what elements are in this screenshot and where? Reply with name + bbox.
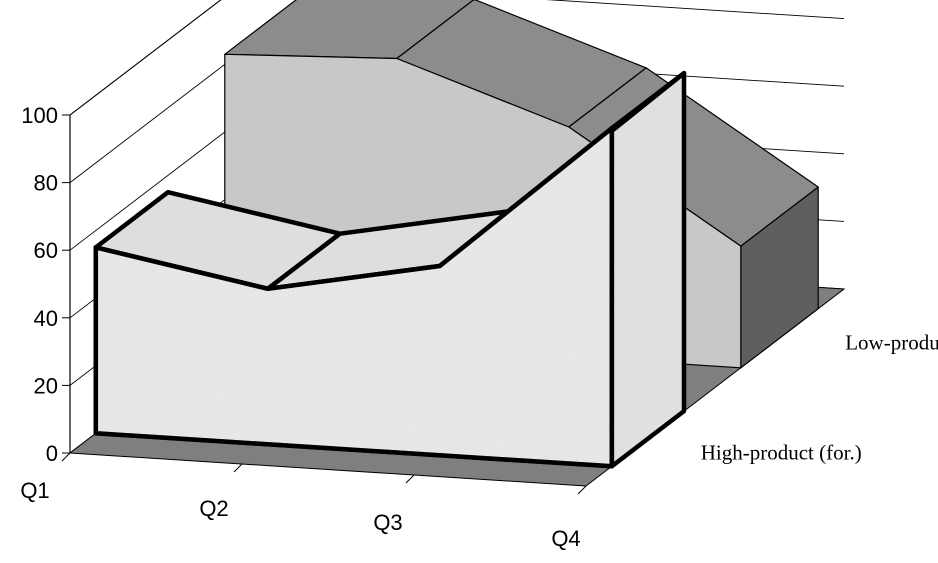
x-tick-mark	[577, 485, 587, 495]
high-product-end-cap	[609, 70, 687, 469]
x-tick-mark	[233, 463, 243, 473]
x-tick-label: Q1	[20, 478, 49, 503]
x-tick-label: Q2	[199, 496, 228, 521]
series-high-product	[93, 70, 687, 469]
series-axis-label: Low-product. (for)	[845, 330, 938, 354]
y-tick-label: 20	[34, 373, 58, 398]
y-tick-label: 0	[46, 441, 58, 466]
x-axis-ticks: Q1 Q2 Q3 Q4	[20, 452, 587, 551]
high-product-texture	[95, 128, 612, 467]
x-tick-mark	[405, 474, 415, 484]
gridline	[69, 0, 845, 183]
x-tick-label: Q3	[373, 510, 402, 535]
series-axis-label: High-product (for.)	[701, 441, 862, 465]
y-axis-ticks: 0 20 40 60 80 100	[21, 103, 70, 466]
y-tick-label: 60	[34, 238, 58, 263]
x-tick-mark	[61, 452, 71, 462]
high-product-outline	[93, 126, 615, 469]
y-tick-label: 100	[21, 103, 58, 128]
gridline	[69, 0, 222, 116]
x-tick-label: Q4	[551, 526, 580, 551]
y-tick-label: 80	[34, 171, 58, 196]
series-axis-labels: Low-product. (for) High-product (for.)	[701, 330, 938, 464]
y-tick-label: 40	[34, 306, 58, 331]
